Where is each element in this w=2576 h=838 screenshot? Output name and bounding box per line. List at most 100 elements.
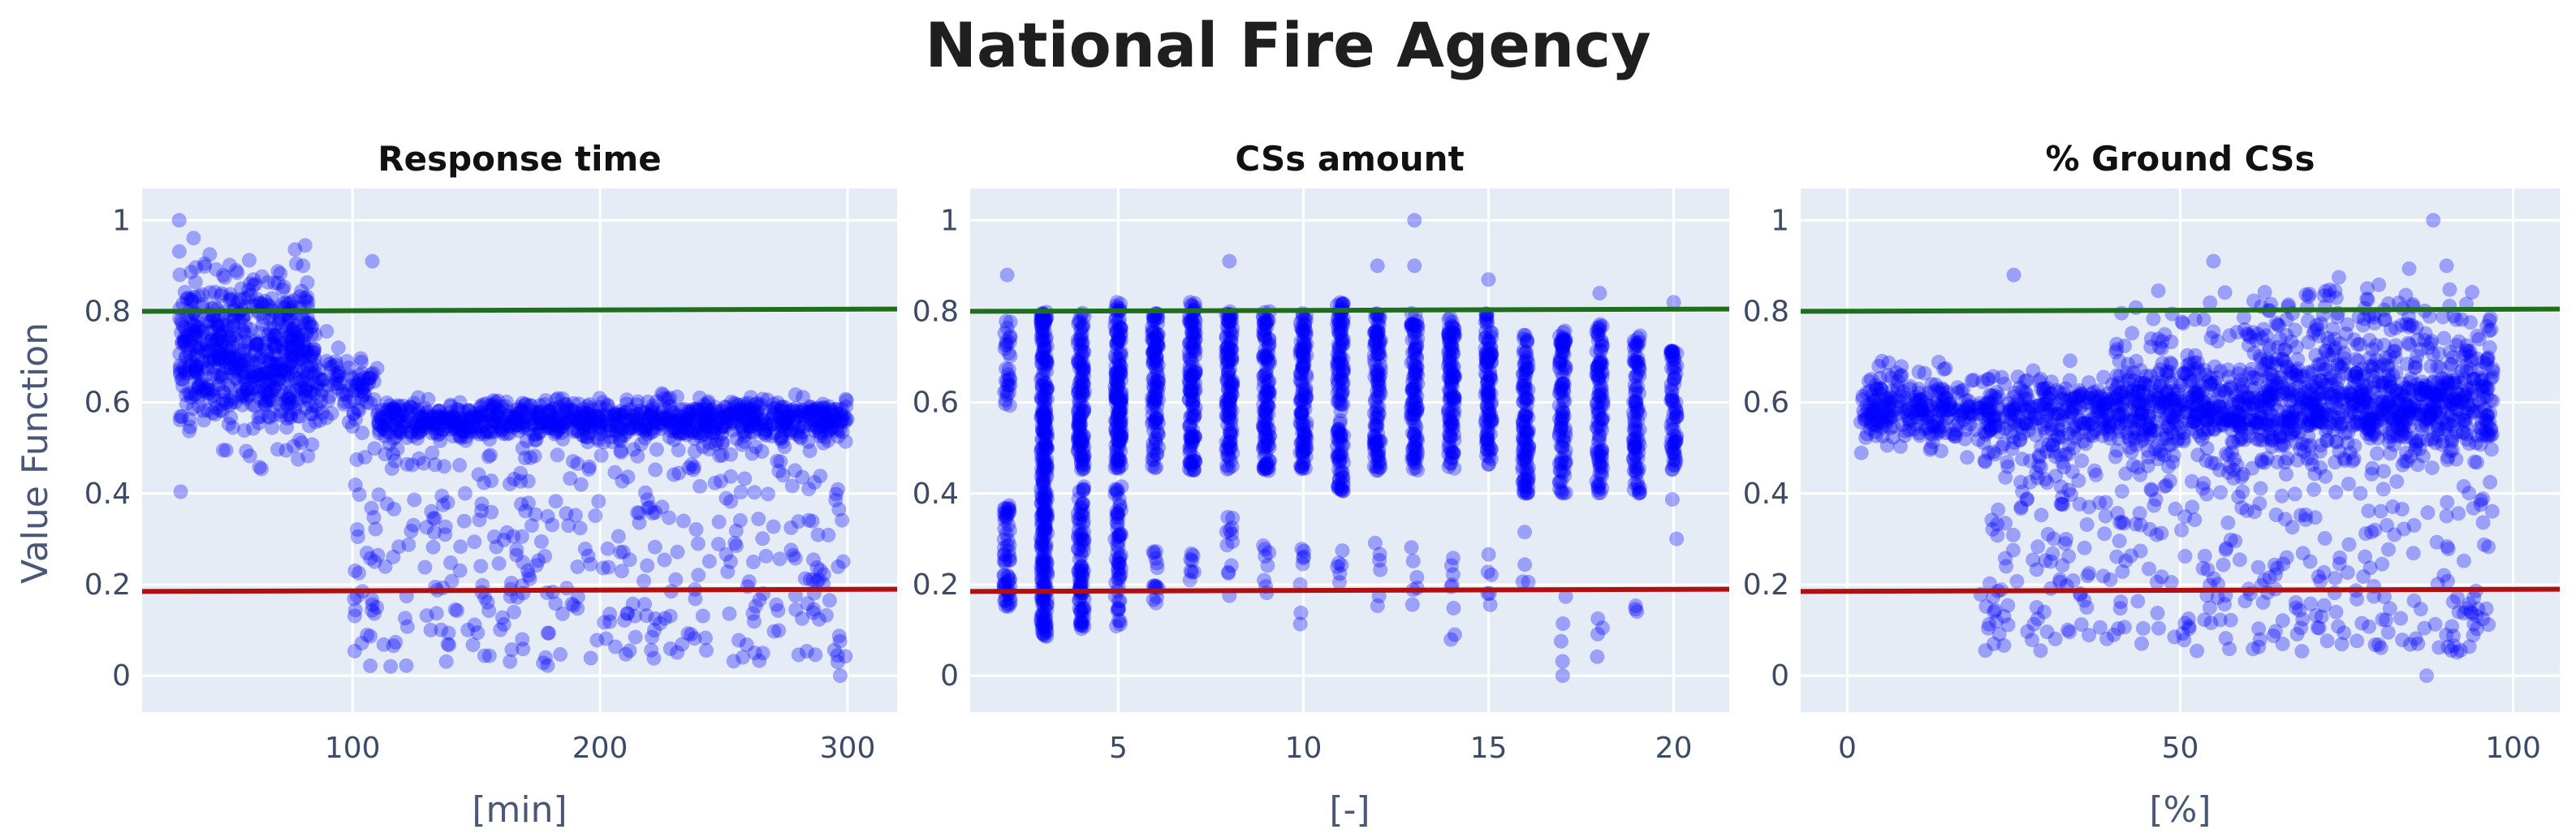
scatter-point (1334, 464, 1349, 479)
scatter-point (309, 377, 325, 392)
scatter-point (254, 461, 269, 477)
scatter-point (235, 397, 250, 413)
scatter-point (595, 395, 611, 410)
scatter-point (516, 641, 531, 657)
scatter-point (715, 435, 730, 451)
scatter-point (839, 393, 854, 408)
scatter-point (232, 352, 248, 368)
scatter-point (200, 403, 215, 417)
scatter-point (452, 457, 468, 473)
scatter-point (346, 405, 361, 421)
scatter-point (298, 380, 313, 395)
scatter-point (200, 378, 215, 394)
scatter-point (175, 336, 189, 352)
scatter-point (200, 313, 215, 329)
scatter-point (503, 419, 518, 434)
scatter-point (363, 658, 378, 673)
scatter-point (237, 326, 252, 342)
scatter-point (699, 419, 714, 434)
scatter-point (1628, 369, 1643, 385)
scatter-point (202, 314, 218, 330)
scatter-point (399, 456, 415, 472)
scatter-point (400, 414, 416, 430)
scatter-point (660, 391, 675, 407)
scatter-point (725, 422, 740, 438)
scatter-point (188, 360, 204, 375)
scatter-point (505, 415, 520, 430)
scatter-point (434, 410, 449, 425)
scatter-point (291, 451, 306, 467)
scatter-point (1594, 455, 1609, 470)
scatter-point (349, 376, 365, 391)
scatter-point (272, 371, 287, 387)
scatter-point (342, 382, 357, 398)
scatter-point (212, 341, 227, 356)
scatter-point (711, 514, 727, 529)
scatter-point (434, 422, 450, 438)
scatter-point (344, 419, 360, 434)
scatter-point (346, 406, 361, 421)
scatter-point (267, 335, 283, 351)
scatter-point (1149, 329, 1164, 344)
scatter-point (1257, 330, 1272, 345)
scatter-point (179, 387, 194, 403)
scatter-point (457, 486, 472, 501)
scatter-point (371, 487, 386, 503)
scatter-point (474, 503, 490, 519)
scatter-point (777, 415, 792, 430)
scatter-point (211, 352, 227, 368)
scatter-point (191, 390, 206, 404)
scatter-point (793, 430, 809, 446)
scatter-point (1553, 438, 1568, 454)
scatter-point (225, 318, 240, 334)
scatter-point (619, 396, 634, 412)
scatter-point (494, 400, 510, 415)
scatter-point (363, 395, 378, 411)
scatter-point (248, 369, 262, 384)
scatter-point (252, 325, 267, 340)
scatter-point (755, 646, 770, 661)
scatter-point (542, 421, 557, 436)
scatter-point (1664, 492, 1680, 507)
scatter-point (281, 330, 296, 345)
scatter-point (274, 404, 289, 419)
scatter-point (183, 337, 199, 352)
scatter-point (296, 372, 311, 387)
scatter-point (261, 408, 276, 424)
scatter-point (373, 408, 389, 424)
scatter-point (746, 555, 761, 569)
scatter-point (200, 360, 215, 375)
scatter-point (267, 329, 283, 344)
scatter-point (182, 358, 197, 374)
scatter-point (1292, 315, 1308, 330)
scatter-point (252, 296, 267, 311)
scatter-point (1035, 594, 1051, 610)
scatter-point (421, 417, 436, 432)
scatter-point (384, 461, 399, 476)
scatter-point (1182, 454, 1197, 469)
scatter-point (355, 425, 370, 441)
scatter-point (823, 402, 838, 417)
scatter-point (508, 413, 524, 428)
scatter-point (189, 365, 205, 380)
scatter-point (251, 383, 266, 399)
scatter-point (628, 608, 643, 624)
scatter-point (502, 418, 517, 433)
scatter-point (214, 328, 230, 343)
scatter-point (222, 257, 237, 273)
scatter-point (472, 411, 488, 426)
scatter-point (281, 391, 296, 407)
scatter-point (1627, 413, 1642, 429)
scatter-point (1297, 402, 1313, 417)
scatter-point (1552, 423, 1568, 438)
scatter-point (623, 421, 638, 436)
scatter-point (274, 331, 289, 347)
scatter-point (703, 405, 718, 420)
scatter-point (257, 397, 272, 413)
scatter-point (718, 490, 734, 506)
scatter-point (726, 654, 741, 669)
scatter-point (646, 650, 662, 666)
scatter-point (307, 341, 321, 356)
scatter-point (222, 344, 238, 360)
scatter-point (282, 391, 297, 407)
